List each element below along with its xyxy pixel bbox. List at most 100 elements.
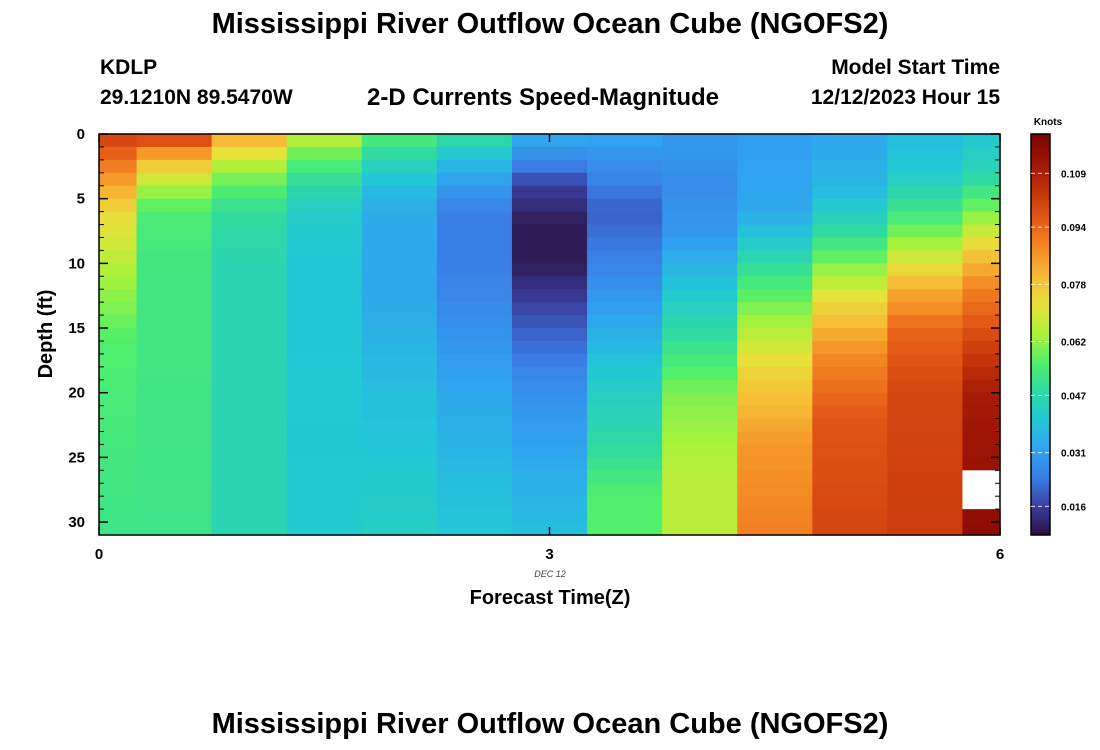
heatmap-cell [136,250,213,264]
heatmap-cell [662,237,738,252]
heatmap-cell [286,509,363,523]
heatmap-cell [286,224,363,239]
heatmap-cell [286,496,363,510]
heatmap-cell [812,366,888,381]
heatmap-cell [511,250,588,264]
heatmap-cell [436,224,513,239]
heatmap-cell [211,431,288,446]
heatmap-cell [211,172,288,187]
heatmap-cell [962,328,1001,342]
heatmap-cell [511,198,588,213]
heatmap-cell [211,522,288,536]
heatmap-cell [211,315,288,329]
heatmap-cell [511,185,588,200]
heatmap-cell [662,483,738,497]
heatmap-cell [211,366,288,381]
y-axis-title: Depth (ft) [35,290,57,379]
heatmap-cell [136,379,213,394]
heatmap-cell [587,366,663,381]
heatmap-cell [737,470,813,484]
heatmap-cell [511,418,588,433]
heatmap-cell [286,198,363,213]
heatmap-cell [436,315,513,329]
heatmap-cell [962,250,1001,264]
heatmap-cell [99,185,138,200]
heatmap-cell [737,392,813,407]
heatmap-cell [436,134,513,148]
heatmap-cell [99,431,138,446]
heatmap-cell [361,302,438,316]
heatmap-cell [361,146,438,161]
heatmap-cell [211,379,288,394]
heatmap-cell [436,444,513,458]
x-tick-label: 3 [545,546,553,563]
heatmap-cell [136,431,213,446]
heatmap-cell [887,250,964,264]
heatmap-cell [436,276,513,290]
heatmap-cell [136,315,213,329]
heatmap-cell [887,444,964,458]
heatmap-cell [587,276,663,290]
heatmap-cell [361,522,438,536]
heatmap-cell [662,509,738,523]
heatmap-cell [812,496,888,510]
heatmap-cell [99,302,138,316]
heatmap-cell [436,146,513,161]
heatmap-cell [587,185,663,200]
heatmap-cell [436,237,513,252]
heatmap-cell [962,405,1001,420]
heatmap-cell [812,198,888,213]
missing-data-cell [962,483,1001,497]
heatmap-cell [511,392,588,407]
heatmap-cell [436,379,513,394]
heatmap-cell [361,444,438,458]
heatmap-cell [737,250,813,264]
heatmap-cell [436,366,513,381]
heatmap-cell [211,185,288,200]
heatmap-cell [737,159,813,174]
heatmap-cell [587,250,663,264]
colorbar-tick-label: 0.062 [1061,338,1086,349]
heatmap-cell [962,418,1001,433]
heatmap-cell [136,470,213,484]
heatmap-cell [136,522,213,536]
heatmap-cell [737,457,813,471]
heatmap-cell [286,146,363,161]
heatmap-cell [511,328,588,342]
heatmap-cell [887,276,964,290]
heatmap-cell [887,146,964,161]
heatmap-cell [361,366,438,381]
heatmap-cell [887,392,964,407]
heatmap-cell [662,353,738,368]
heatmap-cell [812,328,888,342]
heatmap-cell [136,366,213,381]
heatmap-cell [286,392,363,407]
station-coordinates: 29.1210N 89.5470W [100,86,293,109]
heatmap-cell [587,457,663,471]
heatmap-cell [286,418,363,433]
heatmap-cell [436,328,513,342]
heatmap-cell [887,172,964,187]
colorbar-tick-label: 0.078 [1061,280,1086,291]
heatmap-cell [136,302,213,316]
heatmap-cell [211,302,288,316]
heatmap-cell [436,457,513,471]
heatmap-cell [361,250,438,264]
heatmap-cell [962,134,1001,148]
heatmap-cell [211,146,288,161]
heatmap-cell [812,379,888,394]
heatmap-cell [436,431,513,446]
heatmap-cell [511,315,588,329]
y-tick-label: 0 [77,126,85,143]
heatmap-cell [99,392,138,407]
colorbar-title: Knots [1034,117,1063,128]
heatmap-cell [361,276,438,290]
heatmap-cell [99,211,138,226]
heatmap-cell [662,211,738,226]
heatmap-cell [812,431,888,446]
heatmap-cell [587,353,663,368]
heatmap-cell [436,185,513,200]
heatmap-cell [136,418,213,433]
heatmap-cell [812,276,888,290]
heatmap-cell [286,444,363,458]
